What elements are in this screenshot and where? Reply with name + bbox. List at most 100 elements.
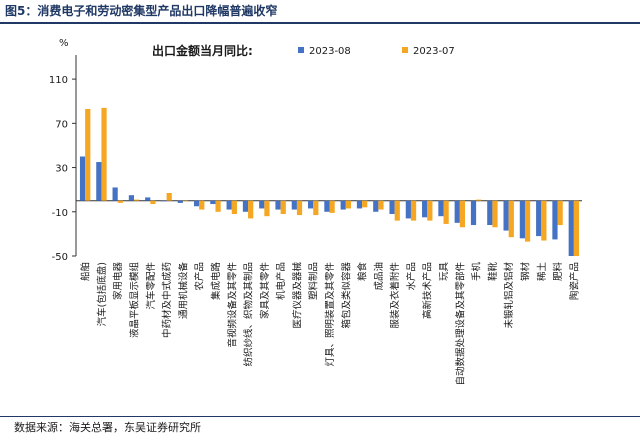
bar-2023-07-22 — [443, 200, 449, 224]
category-label: 纺织纱线、织物及其制品 — [243, 262, 255, 367]
bar-2023-08-15 — [324, 200, 330, 212]
bar-2023-08-5 — [161, 200, 167, 202]
y-tick-label: -10 — [52, 208, 68, 219]
figure-title: 图5：消费电子和劳动密集型产品出口降幅普遍收窄 — [5, 4, 278, 18]
bar-2023-07-17 — [362, 200, 368, 208]
category-label: 船舶 — [80, 262, 92, 281]
category-label: 未锻轧铝及铝材 — [503, 262, 515, 329]
bar-2023-07-13 — [296, 200, 303, 216]
bar-2023-07-0 — [85, 108, 91, 201]
bar-2023-08-14 — [308, 200, 314, 209]
bar-2023-07-11 — [264, 200, 270, 217]
chart-title: 出口金额当月同比: — [152, 43, 253, 58]
bar-2023-07-26 — [508, 200, 514, 238]
bar-2023-07-18 — [378, 200, 384, 210]
category-label: 机电产品 — [275, 262, 287, 300]
bar-2023-07-21 — [427, 200, 433, 221]
category-label: 粮食 — [357, 262, 369, 282]
bar-2023-08-6 — [177, 200, 183, 203]
legend-swatch-2023-08 — [298, 47, 304, 53]
y-tick-label: 70 — [55, 119, 68, 130]
y-tick-label: -50 — [52, 252, 68, 263]
bar-2023-08-8 — [210, 200, 216, 205]
bar-2023-08-7 — [193, 200, 200, 207]
bar-2023-08-29 — [552, 200, 558, 240]
category-labels: 船舶 汽车(包括底盘) 家用电器 液晶平板显示模组 汽车零配件 中药材及中式成药 通用机械设… — [80, 262, 581, 386]
bar-2023-07-1 — [101, 107, 107, 201]
category-label: 集成电路 — [210, 262, 222, 301]
title-rule — [0, 22, 640, 24]
bar-2023-07-8 — [215, 200, 221, 212]
bar-2023-08-26 — [503, 200, 509, 231]
category-label: 稀土 — [536, 262, 548, 282]
category-label: 自动数据处理设备及其零部件 — [454, 262, 466, 386]
category-label: 灯具、照明装置及其零件 — [324, 262, 336, 367]
bar-2023-08-30 — [568, 200, 574, 256]
bar-2023-08-23 — [454, 200, 460, 223]
bar-2023-08-12 — [275, 200, 281, 210]
bar-2023-08-0 — [79, 156, 86, 201]
bar-2023-07-4 — [150, 200, 156, 205]
bar-2023-07-27 — [524, 200, 531, 242]
bar-2023-07-30 — [573, 200, 580, 256]
legend: 2023-08 2023-07 — [298, 46, 455, 57]
category-label: 陶瓷产品 — [568, 262, 580, 300]
bar-2023-07-3 — [134, 199, 140, 201]
bar-2023-07-10 — [248, 200, 254, 219]
bar-2023-08-22 — [438, 200, 444, 217]
category-label: 塑料制品 — [308, 262, 320, 300]
bar-2023-07-7 — [199, 200, 205, 210]
category-label: 通用机械设备 — [177, 262, 189, 320]
category-label: 高新技术产品 — [422, 262, 434, 319]
bar-2023-08-28 — [536, 200, 542, 237]
bar-2023-07-6 — [182, 200, 189, 202]
bar-2023-08-13 — [291, 200, 297, 210]
bar-2023-08-18 — [373, 200, 379, 212]
bar-2023-07-14 — [313, 200, 319, 216]
bar-2023-08-19 — [389, 200, 395, 214]
bar-2023-07-25 — [492, 200, 498, 228]
bar-2023-08-11 — [259, 200, 265, 209]
bar-2023-07-20 — [410, 200, 417, 221]
bar-2023-07-2 — [117, 200, 123, 203]
bar-2023-08-21 — [422, 200, 428, 218]
category-label: 玩具 — [439, 262, 450, 282]
bar-2023-08-9 — [226, 200, 232, 210]
category-label: 中药材及中式成药 — [161, 262, 173, 338]
category-label: 医疗仪器及器械 — [291, 262, 303, 329]
category-label: 服装及衣着附件 — [389, 262, 401, 329]
category-label: 鞋靴 — [487, 262, 499, 282]
bar-2023-08-10 — [242, 200, 249, 212]
category-label: 液晶平板显示模组 — [129, 262, 141, 339]
category-label: 手机 — [471, 262, 483, 282]
bottom-rule — [0, 416, 640, 417]
bar-2023-08-4 — [145, 197, 151, 201]
category-label: 音视频设备及其零件 — [226, 262, 238, 348]
category-label: 汽车零配件 — [145, 262, 157, 310]
source-note: 数据来源：海关总署，东吴证券研究所 — [14, 421, 201, 434]
y-axis-label: % — [59, 38, 69, 49]
category-label: 农产品 — [194, 262, 206, 291]
category-label: 家具及其零件 — [259, 262, 271, 320]
legend-swatch-2023-07 — [402, 47, 408, 53]
category-label: 肥料 — [552, 262, 564, 282]
bar-2023-08-2 — [112, 187, 118, 201]
bar-2023-08-3 — [128, 195, 135, 201]
bar-chart: % 出口金额当月同比: 2023-08 2023-07 -50 -10 30 70 11… — [49, 38, 582, 386]
category-label: 钢材 — [519, 262, 531, 282]
category-label: 箱包及类似容器 — [340, 262, 352, 329]
category-label: 水产品 — [405, 262, 417, 291]
bar-2023-07-23 — [459, 200, 466, 228]
bar-2023-07-12 — [280, 200, 286, 214]
legend-label-2023-07: 2023-07 — [413, 46, 455, 57]
bar-2023-08-1 — [96, 162, 102, 201]
bar-2023-07-5 — [166, 192, 172, 201]
bar-2023-07-15 — [329, 200, 335, 213]
bar-2023-07-24 — [476, 199, 482, 201]
legend-label-2023-08: 2023-08 — [309, 46, 351, 57]
y-axis: -50 -10 30 70 110 — [49, 55, 582, 263]
y-tick-label: 110 — [49, 75, 68, 86]
bar-2023-08-20 — [405, 200, 411, 219]
bars — [79, 107, 580, 256]
bar-2023-07-28 — [541, 200, 547, 241]
